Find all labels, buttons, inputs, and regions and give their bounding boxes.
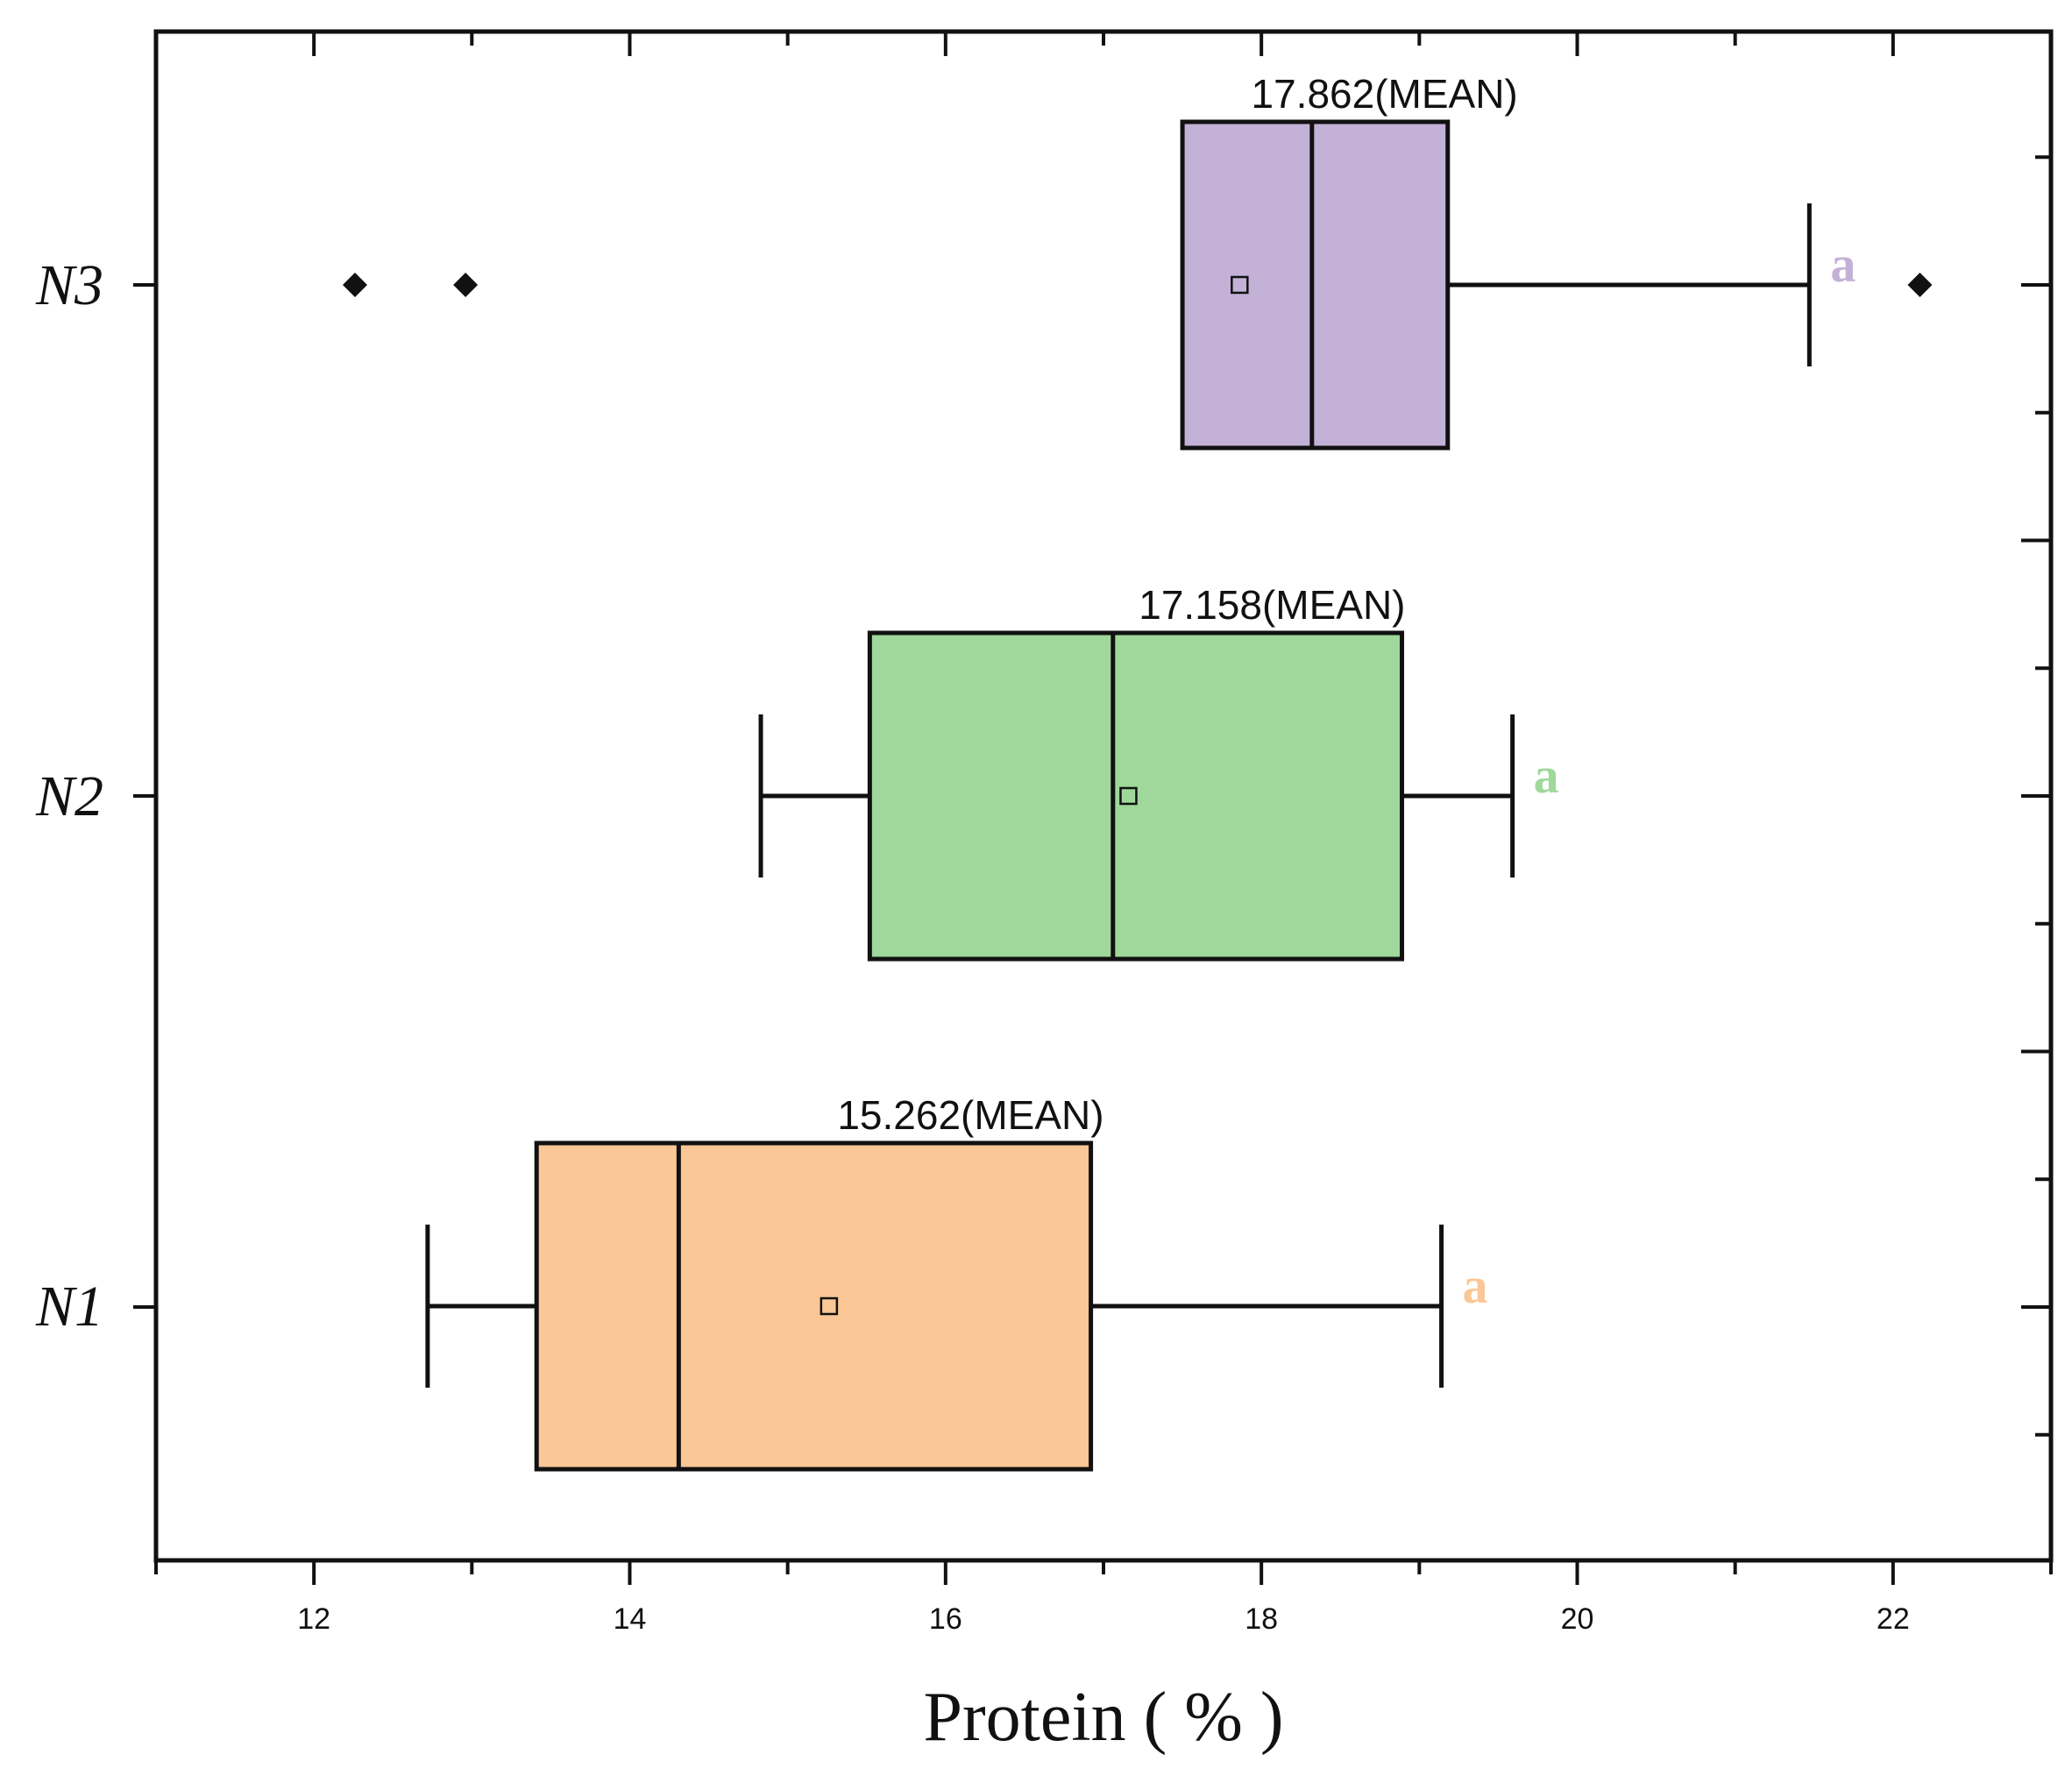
mean-marker [1119, 786, 1138, 806]
mean-marker [820, 1296, 839, 1316]
mean-marker [1231, 275, 1249, 295]
mean-label: 17.862(MEAN) [1252, 71, 1518, 117]
axis-ticks [133, 32, 2053, 1585]
iqr-box [534, 1140, 1094, 1472]
plot-frame [153, 29, 2054, 1563]
significance-letter: a [1463, 1257, 1488, 1314]
x-axis-title: Protein ( % ) [923, 1679, 1283, 1756]
y-category-label: N2 [35, 764, 103, 828]
box-n3: 17.862(MEAN) a [343, 71, 1933, 451]
x-tick-label: 22 [1877, 1602, 1910, 1636]
iqr-box [1180, 119, 1451, 451]
y-category-label: N3 [35, 253, 103, 317]
significance-letter: a [1830, 236, 1856, 293]
x-tick-label: 18 [1245, 1602, 1278, 1636]
box-n2: 17.158(MEAN) a [758, 582, 1559, 962]
significance-letter: a [1534, 747, 1559, 804]
outlier-point [1907, 273, 1933, 297]
y-category-label: N1 [35, 1275, 103, 1339]
box-n1: 15.262(MEAN) a [425, 1092, 1488, 1472]
outlier-point [453, 273, 479, 297]
outlier-point [343, 273, 368, 297]
x-tick-label: 20 [1561, 1602, 1594, 1636]
mean-label: 17.158(MEAN) [1139, 582, 1405, 628]
box-series: 17.862(MEAN) a 17.158(MEAN) a 15.262(MEAN) a [343, 71, 1933, 1472]
x-tick-label: 14 [614, 1602, 647, 1636]
x-tick-label: 16 [929, 1602, 962, 1636]
x-tick-label: 12 [297, 1602, 330, 1636]
chart-labels: 12 14 16 18 20 22 N3 N2 N1 [35, 253, 1910, 1636]
mean-label: 15.262(MEAN) [837, 1092, 1103, 1138]
